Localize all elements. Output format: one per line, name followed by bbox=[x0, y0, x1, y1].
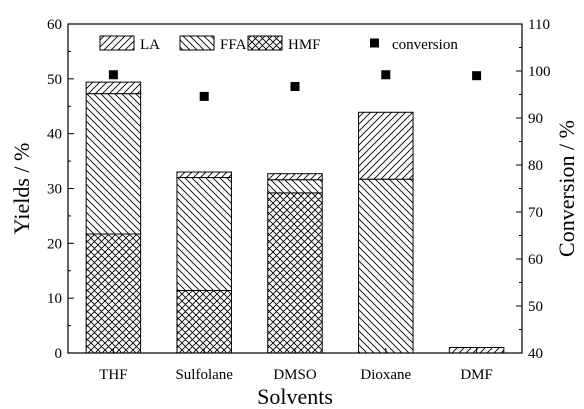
conversion-markers-layer bbox=[108, 70, 482, 101]
bar-hmf-dmso bbox=[267, 192, 323, 354]
y2-axis-title: Conversion / % bbox=[554, 120, 579, 257]
legend-marker-conversion bbox=[370, 38, 379, 48]
legend-label-conversion: conversion bbox=[392, 37, 458, 53]
x-axis-title: Solvents bbox=[257, 384, 333, 409]
y-tick-label: 20 bbox=[47, 236, 62, 252]
bar-ffa-sulfolane bbox=[176, 177, 232, 291]
bar-la-dmso bbox=[267, 173, 323, 181]
x-tick-label-dmf: DMF bbox=[460, 367, 493, 383]
x-tick-label-thf: THF bbox=[99, 367, 127, 383]
bar-ffa-dmso bbox=[267, 179, 323, 194]
y2-tick-label: 80 bbox=[528, 158, 543, 174]
legend-label-ffa: FFA bbox=[220, 37, 247, 53]
legend-label-la: LA bbox=[140, 37, 160, 53]
y-tick-label: 50 bbox=[47, 72, 62, 88]
y-axis-title: Yields / % bbox=[9, 143, 34, 235]
bar-la-thf bbox=[85, 81, 142, 95]
ticks-layer: 0 10 20 30 40 50 60 40 50 60 70 80 90 100 110 THF Sulfol… bbox=[47, 17, 551, 383]
conversion-point-dioxane bbox=[381, 70, 391, 80]
conversion-point-sulfolane bbox=[199, 91, 209, 101]
conversion-point-thf bbox=[108, 70, 118, 80]
y-tick-label: 30 bbox=[47, 182, 62, 198]
y-tick-label: 60 bbox=[47, 17, 62, 33]
y2-tick-label: 60 bbox=[528, 252, 543, 268]
y2-tick-label: 110 bbox=[528, 17, 550, 33]
x-tick-label-dioxane: Dioxane bbox=[360, 367, 411, 383]
bar-ffa-dioxane bbox=[358, 178, 414, 354]
y2-tick-label: 70 bbox=[528, 205, 543, 221]
bar-hmf-thf bbox=[85, 233, 142, 354]
bar-la-dioxane bbox=[358, 111, 414, 180]
bar-ffa-thf bbox=[85, 93, 142, 235]
legend-label-hmf: HMF bbox=[288, 37, 321, 53]
conversion-point-dmso bbox=[290, 82, 300, 92]
bar-hmf-sulfolane bbox=[176, 289, 232, 354]
legend-swatch-ffa bbox=[179, 35, 215, 51]
bars-layer bbox=[85, 81, 505, 354]
y2-tick-label: 40 bbox=[528, 346, 543, 362]
x-tick-label-sulfolane: Sulfolane bbox=[175, 367, 233, 383]
y-tick-label: 0 bbox=[55, 346, 63, 362]
legend: LA FFA HMF conversion bbox=[99, 35, 458, 53]
x-tick-label-dmso: DMSO bbox=[273, 367, 317, 383]
legend-swatch-la bbox=[99, 35, 135, 51]
y-tick-label: 40 bbox=[47, 127, 62, 143]
bar-la-sulfolane bbox=[176, 171, 232, 179]
legend-swatch-hmf bbox=[247, 35, 283, 51]
y-tick-label: 10 bbox=[47, 291, 62, 307]
conversion-point-dmf bbox=[472, 71, 482, 81]
y2-tick-label: 90 bbox=[528, 111, 543, 127]
y2-tick-label: 100 bbox=[528, 64, 551, 80]
y2-tick-label: 50 bbox=[528, 299, 543, 315]
